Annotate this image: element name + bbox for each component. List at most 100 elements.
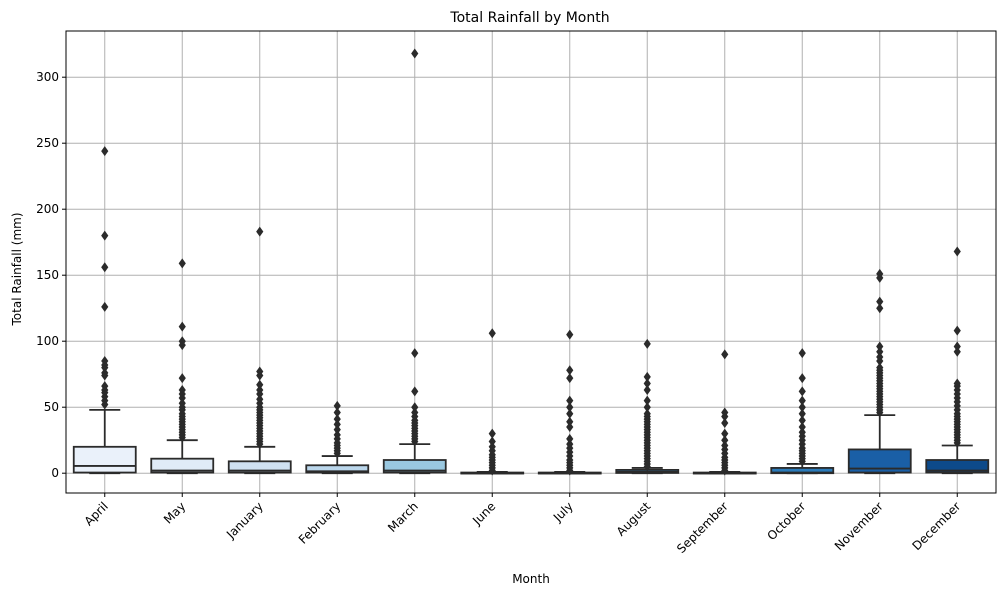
- x-tick-label: December: [909, 499, 963, 553]
- box-december: [925, 246, 990, 475]
- outlier-point: [256, 379, 264, 390]
- outlier-point: [876, 352, 884, 363]
- outlier-point: [721, 435, 729, 446]
- x-tick-label: August: [614, 499, 654, 539]
- outlier-point: [798, 402, 806, 413]
- outlier-point: [256, 385, 264, 396]
- x-tick-label: May: [161, 499, 188, 526]
- outlier-point: [101, 230, 109, 241]
- outlier-point: [178, 258, 186, 269]
- box-july: [537, 329, 602, 476]
- outlier-point: [798, 386, 806, 397]
- outlier-point: [488, 441, 496, 452]
- x-tick-label: July: [550, 499, 576, 525]
- y-tick-label: 300: [36, 70, 59, 84]
- outlier-point: [798, 373, 806, 384]
- y-tick-label: 50: [44, 400, 59, 414]
- outlier-point: [798, 415, 806, 426]
- outlier-point: [566, 329, 574, 340]
- outlier-point: [798, 395, 806, 406]
- outlier-point: [643, 385, 651, 396]
- outlier-point: [101, 367, 109, 378]
- outlier-point: [333, 414, 341, 425]
- box-april: [72, 146, 137, 475]
- outlier-point: [721, 407, 729, 418]
- x-tick-label: June: [469, 499, 498, 528]
- outlier-point: [178, 385, 186, 396]
- outlier-point: [101, 356, 109, 366]
- outlier-point: [411, 48, 419, 59]
- outlier-point: [566, 433, 574, 444]
- iqr-box: [150, 457, 215, 474]
- outlier-point: [876, 296, 884, 307]
- iqr-box: [227, 460, 292, 474]
- y-tick-label: 150: [36, 268, 59, 282]
- outlier-point: [643, 402, 651, 413]
- outlier-point: [643, 395, 651, 406]
- outlier-point: [798, 408, 806, 419]
- box-september: [692, 349, 757, 476]
- outlier-point: [101, 146, 109, 157]
- iqr-box: [305, 464, 370, 474]
- outlier-point: [798, 348, 806, 359]
- outlier-point: [101, 381, 109, 392]
- outlier-point: [721, 440, 729, 451]
- outlier-point: [411, 348, 419, 359]
- boxes-layer: [72, 48, 990, 476]
- outlier-point: [488, 428, 496, 439]
- outlier-point: [953, 246, 961, 257]
- outlier-point: [101, 301, 109, 312]
- box-october: [770, 348, 835, 475]
- outlier-point: [566, 422, 574, 432]
- outlier-point: [876, 362, 884, 373]
- box-november: [847, 268, 912, 475]
- outlier-point: [333, 400, 341, 411]
- outlier-point: [876, 346, 884, 357]
- y-tick-label: 100: [36, 334, 59, 348]
- outlier-point: [566, 416, 574, 427]
- box-august: [615, 338, 680, 475]
- outlier-point: [101, 262, 109, 273]
- y-axis: 0 50 100 150 200 250 300: [36, 70, 66, 480]
- iqr-box: [847, 448, 912, 474]
- box-march: [382, 48, 447, 475]
- outlier-point: [178, 321, 186, 332]
- box-may: [150, 258, 215, 475]
- x-tick-label: October: [765, 499, 809, 543]
- x-tick-label: February: [296, 499, 344, 547]
- outlier-point: [721, 428, 729, 439]
- y-tick-label: 200: [36, 202, 59, 216]
- x-tick-label: March: [385, 499, 421, 535]
- x-tick-label: April: [82, 499, 111, 528]
- outlier-point: [178, 336, 186, 347]
- outlier-point: [411, 386, 419, 397]
- plot-frame: [65, 30, 997, 494]
- y-axis-label: Total Rainfall (mm): [10, 212, 24, 326]
- outlier-point: [411, 407, 419, 418]
- outlier-point: [178, 398, 186, 409]
- outlier-point: [876, 268, 884, 279]
- outlier-point: [798, 427, 806, 438]
- outlier-point: [953, 378, 961, 389]
- y-tick-label: 250: [36, 136, 59, 150]
- outlier-point: [953, 341, 961, 352]
- x-axis-label: Month: [512, 572, 550, 586]
- outlier-point: [953, 346, 961, 357]
- outlier-point: [333, 407, 341, 418]
- outlier-point: [566, 373, 574, 384]
- outlier-point: [256, 394, 264, 405]
- outlier-point: [256, 226, 264, 237]
- outlier-point: [643, 408, 651, 419]
- outlier-point: [411, 402, 419, 413]
- outlier-point: [488, 328, 496, 339]
- outlier-point: [798, 422, 806, 432]
- outlier-point: [953, 325, 961, 336]
- outlier-point: [643, 378, 651, 389]
- outlier-point: [256, 366, 264, 377]
- chart-title: Total Rainfall by Month: [449, 10, 609, 26]
- grid-lines: [66, 31, 996, 493]
- x-tick-label: January: [223, 499, 266, 542]
- box-january: [227, 226, 292, 475]
- outlier-point: [566, 439, 574, 450]
- iqr-box: [382, 459, 447, 474]
